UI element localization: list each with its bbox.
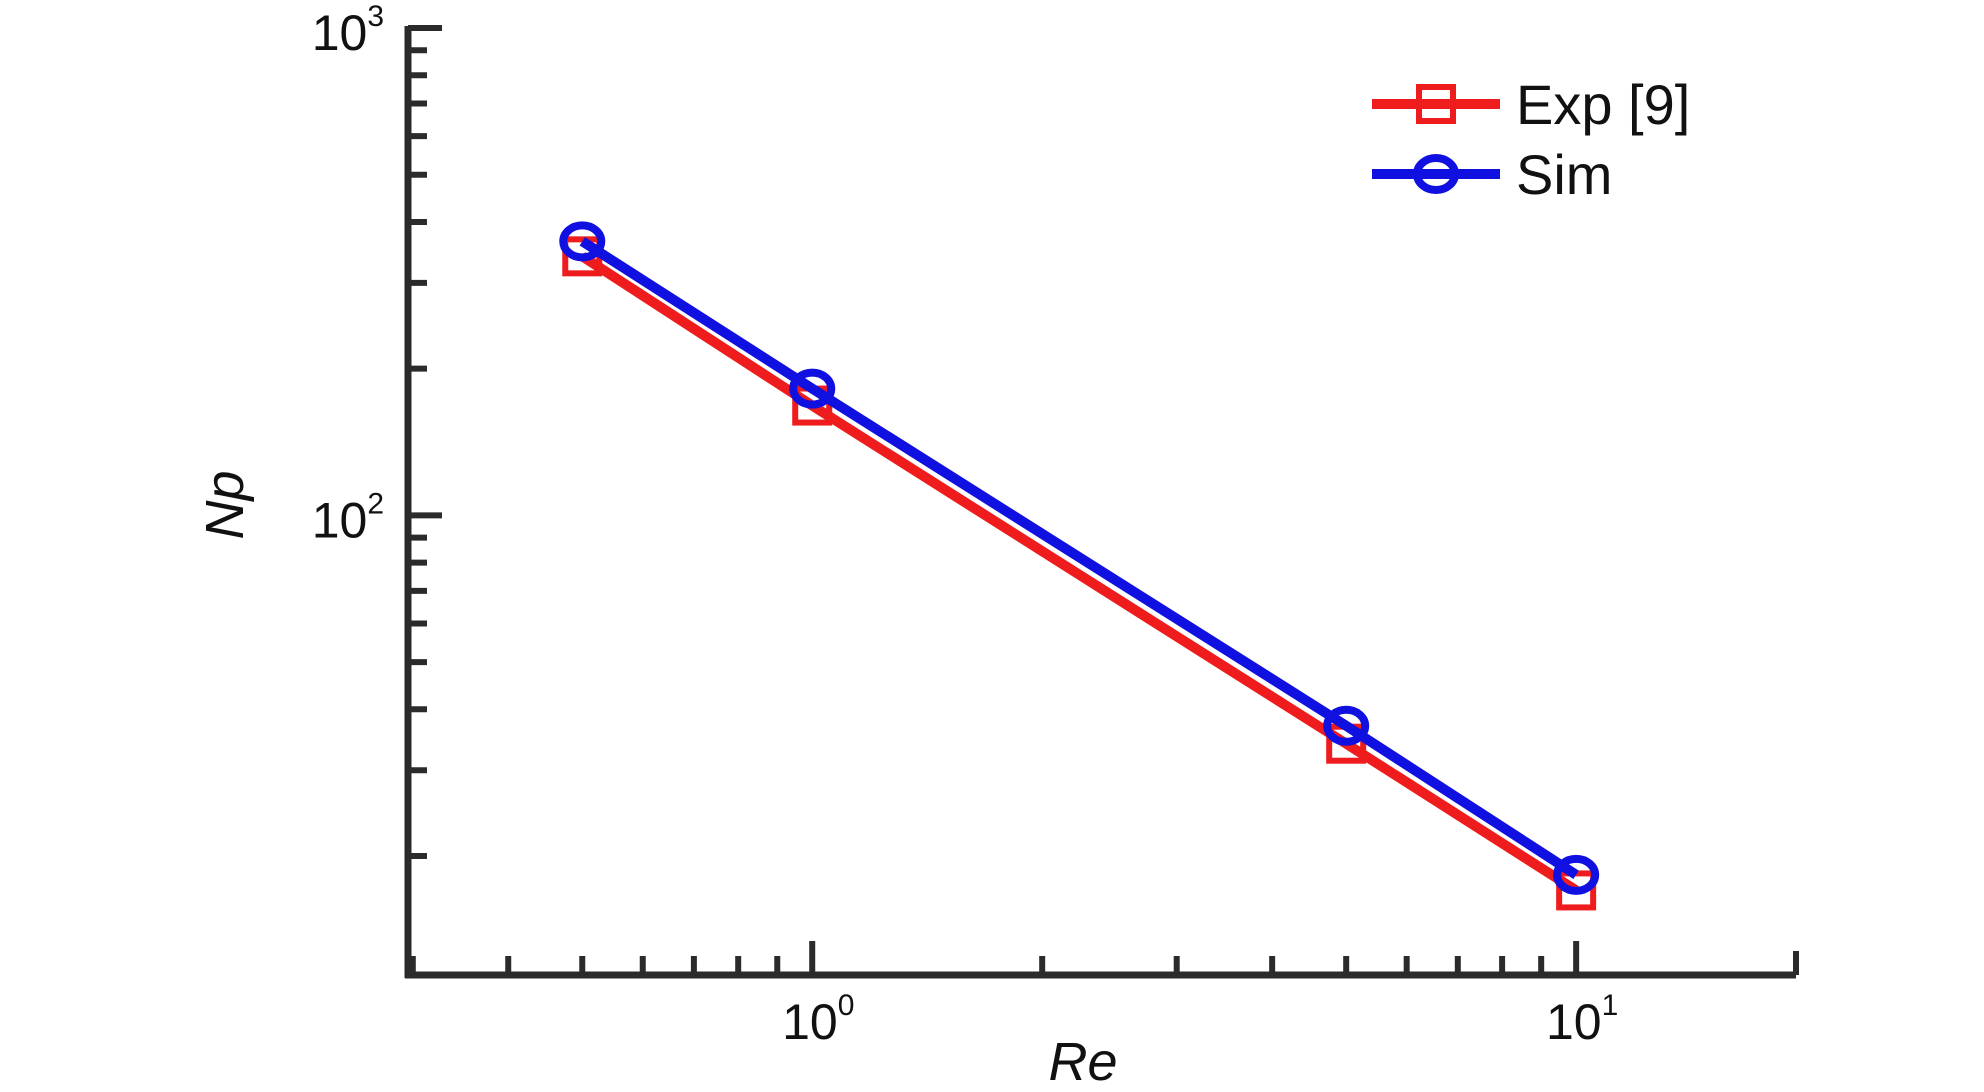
series-line	[579, 252, 1579, 895]
series-line	[579, 237, 1579, 879]
circle-marker	[1323, 705, 1370, 746]
circle-marker	[559, 221, 606, 262]
legend-label: Exp [9]	[1516, 73, 1690, 136]
legend-item: Sim	[1372, 143, 1612, 206]
legend-square-marker	[1416, 84, 1456, 124]
legend-label: Sim	[1516, 143, 1612, 206]
x-axis-label: Re	[1048, 1032, 1117, 1087]
x-tick-label: 101	[1546, 989, 1618, 1050]
legend-item: Exp [9]	[1372, 73, 1690, 136]
x-tick-label: 100	[782, 989, 854, 1050]
series-2	[559, 221, 1600, 895]
y-tick-label: 102	[312, 487, 384, 548]
legend-circle-marker	[1413, 154, 1459, 194]
axes: 102 103 100 101	[312, 0, 1799, 1050]
circle-marker	[1553, 854, 1600, 895]
y-tick-label: 103	[312, 0, 384, 61]
series-layer	[559, 221, 1600, 911]
legend: Exp [9] Sim	[1372, 73, 1690, 206]
circle-marker	[789, 368, 836, 409]
series-1	[562, 236, 1597, 911]
y-axis-label: Np	[195, 470, 255, 539]
